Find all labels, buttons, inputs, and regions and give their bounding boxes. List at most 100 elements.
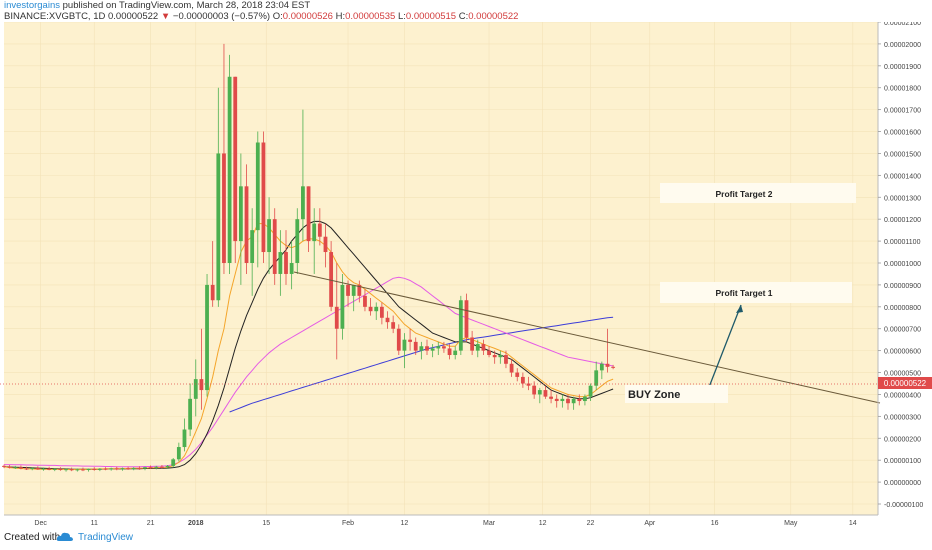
candle[interactable]	[329, 241, 334, 312]
candle[interactable]	[120, 467, 125, 471]
candle[interactable]	[114, 466, 119, 471]
candle[interactable]	[346, 280, 350, 307]
candle[interactable]	[492, 350, 497, 364]
candle[interactable]	[436, 341, 441, 356]
candle[interactable]	[594, 361, 599, 391]
candle[interactable]	[137, 466, 142, 470]
candle[interactable]	[611, 364, 616, 370]
candle[interactable]	[75, 468, 80, 472]
candle[interactable]	[2, 464, 6, 469]
candle[interactable]	[312, 208, 317, 274]
candle[interactable]	[227, 54, 232, 274]
candle[interactable]	[52, 468, 57, 472]
candle[interactable]	[413, 337, 418, 356]
buy-zone-box[interactable]	[625, 385, 728, 403]
candle[interactable]	[301, 109, 305, 242]
candle[interactable]	[566, 394, 570, 410]
candle[interactable]	[216, 87, 221, 307]
candle[interactable]	[396, 324, 401, 356]
candle[interactable]	[543, 385, 548, 399]
candle[interactable]	[368, 298, 373, 316]
symbol-label[interactable]: BINANCE:XVGBTC, 1D	[4, 11, 106, 22]
candle[interactable]	[109, 467, 114, 471]
candle[interactable]	[41, 467, 46, 471]
candle[interactable]	[577, 394, 582, 406]
candle[interactable]	[284, 230, 288, 285]
candle[interactable]	[571, 396, 576, 410]
candle[interactable]	[340, 273, 345, 340]
candle[interactable]	[233, 76, 238, 263]
candle[interactable]	[86, 468, 91, 472]
candle[interactable]	[453, 346, 458, 360]
candle[interactable]	[103, 467, 108, 471]
candle[interactable]	[244, 164, 249, 274]
candle[interactable]	[425, 339, 429, 356]
candle[interactable]	[498, 350, 503, 364]
candle[interactable]	[30, 467, 35, 471]
candle[interactable]	[363, 289, 367, 312]
candle[interactable]	[199, 328, 204, 410]
candle[interactable]	[295, 208, 300, 274]
candle[interactable]	[323, 223, 328, 268]
candle[interactable]	[379, 302, 384, 325]
target-arrow-line[interactable]	[703, 304, 742, 401]
candle[interactable]	[588, 383, 593, 402]
candle[interactable]	[442, 341, 446, 353]
candle[interactable]	[19, 465, 23, 470]
candle[interactable]	[374, 302, 379, 320]
candle[interactable]	[351, 284, 356, 312]
profit-target-1-box[interactable]	[660, 282, 852, 303]
candle[interactable]	[193, 359, 198, 417]
resistance-trendline[interactable]	[293, 271, 881, 404]
candle[interactable]	[317, 208, 322, 246]
candle[interactable]	[458, 295, 463, 356]
candle[interactable]	[357, 280, 362, 303]
candle[interactable]	[35, 466, 40, 470]
candle[interactable]	[58, 467, 63, 471]
candle[interactable]	[131, 467, 136, 471]
candle[interactable]	[447, 344, 452, 360]
profit-target-2-box[interactable]	[660, 183, 856, 203]
candle[interactable]	[205, 273, 209, 397]
candle[interactable]	[250, 208, 255, 296]
candle[interactable]	[13, 465, 18, 469]
candle[interactable]	[7, 465, 12, 469]
price-chart[interactable]: Profit Target 2 Profit Target 1 BUY Zone…	[0, 22, 932, 528]
candle[interactable]	[143, 466, 147, 471]
candle[interactable]	[272, 208, 277, 285]
candle[interactable]	[408, 328, 412, 351]
candle[interactable]	[81, 467, 85, 472]
tradingview-brand[interactable]: TradingView	[78, 532, 134, 543]
candle[interactable]	[306, 186, 311, 253]
price-axis[interactable]: 0.00002100 0.00002000 0.00001900 0.00001800…	[877, 22, 923, 515]
candle[interactable]	[171, 457, 176, 468]
candle[interactable]	[391, 315, 396, 334]
candle[interactable]	[549, 390, 553, 404]
candle[interactable]	[176, 442, 181, 462]
time-axis[interactable]: Dec 11 21 2018 15 Feb 12 Mar 12 22 Apr 16 May 14	[4, 514, 878, 528]
candle[interactable]	[165, 465, 170, 469]
candle[interactable]	[520, 372, 525, 388]
candle[interactable]	[475, 339, 480, 358]
candle[interactable]	[509, 359, 514, 377]
candle[interactable]	[470, 330, 475, 356]
candle[interactable]	[526, 376, 531, 391]
candle[interactable]	[583, 394, 587, 406]
candle[interactable]	[24, 466, 29, 471]
candle[interactable]	[560, 394, 565, 408]
candle[interactable]	[64, 468, 68, 472]
candle[interactable]	[182, 418, 187, 452]
candle[interactable]	[554, 394, 559, 408]
candle[interactable]	[210, 241, 215, 307]
candle[interactable]	[97, 468, 102, 472]
candle[interactable]	[515, 368, 520, 382]
candle[interactable]	[92, 467, 97, 471]
candle[interactable]	[47, 466, 52, 471]
author-link[interactable]: investorgains	[4, 0, 60, 11]
candle[interactable]	[481, 339, 486, 356]
candle[interactable]	[599, 361, 604, 380]
candle[interactable]	[464, 293, 469, 342]
candle[interactable]	[278, 230, 283, 296]
candle[interactable]	[238, 153, 243, 285]
candle[interactable]	[126, 466, 130, 470]
